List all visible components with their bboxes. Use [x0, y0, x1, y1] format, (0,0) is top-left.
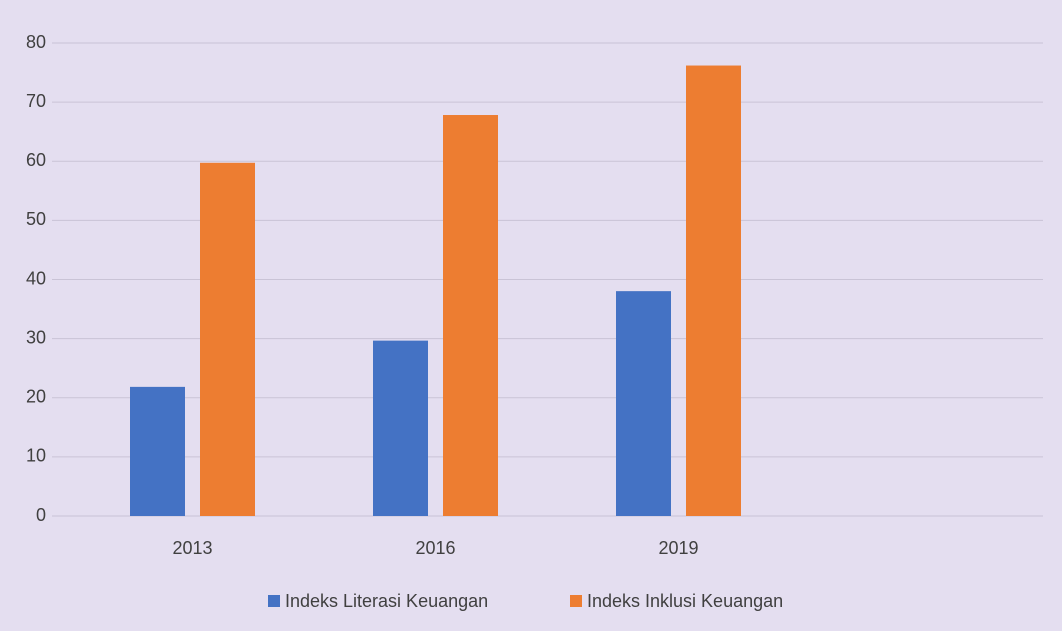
bar [200, 163, 255, 516]
legend-label: Indeks Literasi Keuangan [285, 591, 488, 611]
chart: Indeks Literasi Keuangan Indeks Inklusi K… [0, 0, 1062, 631]
legend-swatch [570, 595, 582, 607]
legend-swatch [268, 595, 280, 607]
x-tick-label: 2019 [658, 538, 698, 558]
bar [373, 341, 428, 516]
y-tick-label: 0 [36, 505, 46, 525]
y-tick-label: 10 [26, 446, 46, 466]
bar [443, 115, 498, 516]
x-tick-label: 2013 [172, 538, 212, 558]
y-tick-label: 60 [26, 150, 46, 170]
background [0, 0, 1062, 631]
y-tick-label: 50 [26, 209, 46, 229]
y-tick-label: 70 [26, 91, 46, 111]
y-tick-label: 80 [26, 32, 46, 52]
page: {"chart_data": {"type": "bar", "categori… [0, 0, 1062, 631]
bar [686, 66, 741, 516]
y-tick-label: 40 [26, 268, 46, 288]
bar [130, 387, 185, 516]
x-tick-label: 2016 [415, 538, 455, 558]
legend-label: Indeks Inklusi Keuangan [587, 591, 783, 611]
bar [616, 291, 671, 516]
y-tick-label: 20 [26, 387, 46, 407]
y-tick-label: 30 [26, 327, 46, 347]
